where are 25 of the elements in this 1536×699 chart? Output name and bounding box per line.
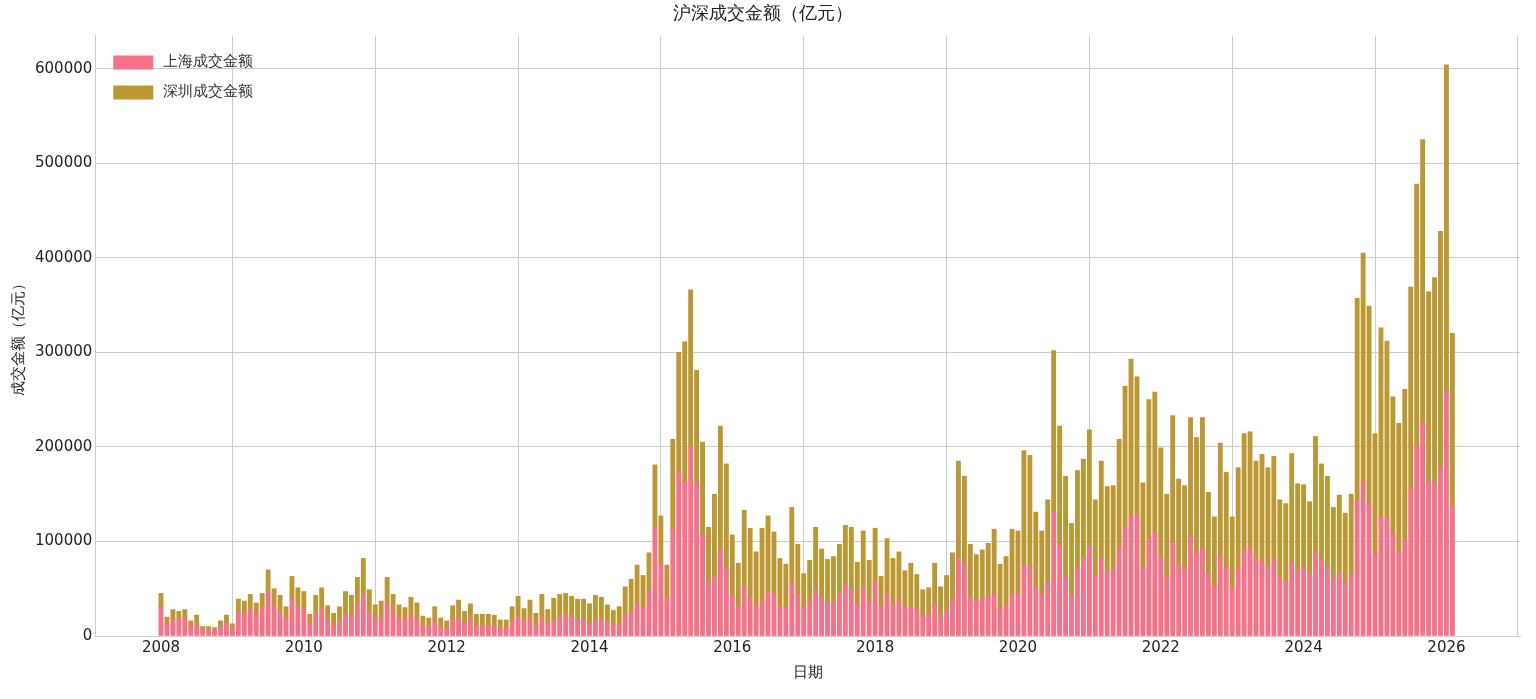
y-tick-label: 500000 bbox=[35, 153, 93, 172]
x-tick-label: 2022 bbox=[1141, 637, 1180, 656]
x-tick-label: 2012 bbox=[427, 637, 466, 656]
x-tick-label: 2014 bbox=[570, 637, 609, 656]
y-tick-label: 200000 bbox=[35, 436, 93, 455]
y-tick-label: 600000 bbox=[35, 58, 93, 77]
x-tick-label: 2026 bbox=[1427, 637, 1466, 656]
x-tick-label: 2016 bbox=[713, 637, 752, 656]
legend-label: 深圳成交金额 bbox=[163, 82, 254, 101]
chart-title: 沪深成交金额（亿元） bbox=[673, 2, 853, 24]
x-tick-label: 2024 bbox=[1284, 637, 1323, 656]
y-tick-label: 100000 bbox=[35, 531, 93, 550]
x-tick-label: 2010 bbox=[284, 637, 323, 656]
y-tick-label: 0 bbox=[82, 625, 93, 644]
y-tick-label: 400000 bbox=[35, 247, 93, 266]
y-axis-title: 成交金额（亿元） bbox=[8, 275, 27, 396]
bar bbox=[307, 613, 313, 625]
y-tick-label: 300000 bbox=[35, 342, 93, 361]
legend-label: 上海成交金额 bbox=[163, 52, 254, 71]
bar bbox=[664, 564, 670, 599]
x-tick-label: 2018 bbox=[856, 637, 895, 656]
x-tick-label: 2008 bbox=[141, 637, 181, 656]
x-axis-title: 日期 bbox=[792, 662, 823, 681]
x-tick-label: 2020 bbox=[998, 637, 1038, 656]
bar bbox=[229, 623, 235, 628]
